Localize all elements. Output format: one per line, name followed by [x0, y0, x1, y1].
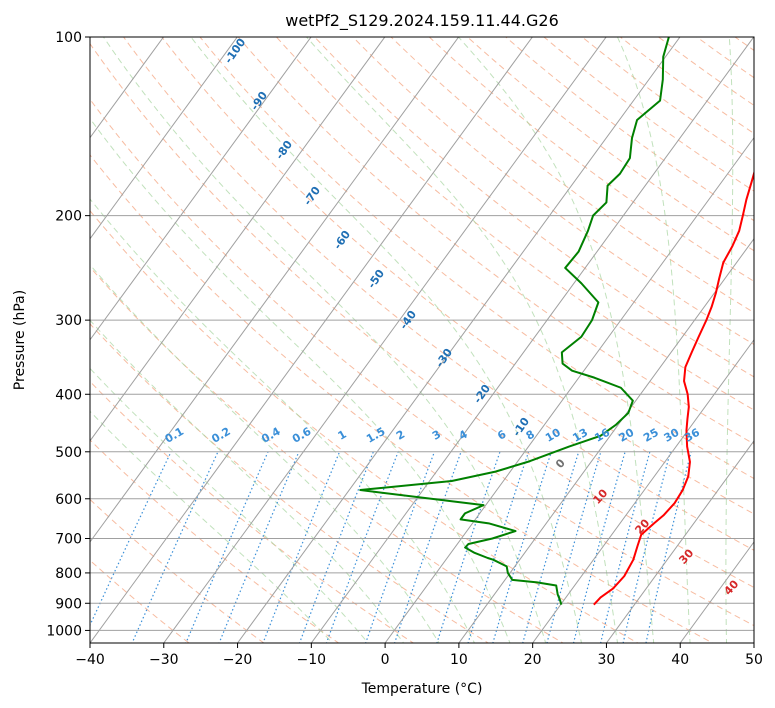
isotherm-line — [90, 37, 460, 543]
x-tick-label: −10 — [297, 652, 327, 668]
moist-adiabat-line — [90, 410, 334, 643]
x-tick-label: −40 — [75, 652, 105, 668]
moist-adiabat-line — [90, 198, 476, 643]
y-axis-title: Pressure (hPa) — [12, 290, 28, 390]
x-tick-label: −30 — [149, 652, 179, 668]
dry-adiabat-line — [161, 37, 754, 515]
grid-layer — [90, 37, 754, 643]
dry-adiabat-line — [275, 37, 754, 411]
axis-layer: −40 −30 −20 −10 0 10 20 30 40 50 100 200 300 400 500 60… — [46, 30, 763, 668]
dry-adiabat-line — [90, 42, 754, 589]
dewpoint-profile-line — [359, 37, 670, 605]
y-tick-label: 600 — [55, 492, 82, 508]
x-tick-label: 10 — [450, 652, 468, 668]
isotherm-line — [90, 37, 386, 442]
x-tick-label: 0 — [381, 652, 390, 668]
dry-adiabat-line — [90, 266, 565, 643]
moist-adiabat-line — [725, 37, 734, 643]
moist-adiabat-line — [90, 117, 511, 643]
dry-adiabat-line — [90, 498, 265, 643]
moist-adiabat-line — [90, 264, 440, 643]
temperature-profile-line — [593, 169, 754, 606]
x-axis-title: Temperature (°C) — [361, 681, 483, 697]
dry-adiabat-line — [199, 37, 754, 480]
isotherm-line — [90, 37, 238, 240]
dry-adiabat-line — [90, 98, 754, 627]
isotherm-line — [90, 37, 533, 643]
isotherm-line — [90, 37, 165, 139]
dry-adiabat-line — [237, 37, 754, 445]
chart-title: wetPf2_S129.2024.159.11.44.G26 — [285, 11, 559, 31]
y-tick-label: 1000 — [46, 623, 82, 639]
x-tick-label: 30 — [598, 652, 616, 668]
isotherm-line — [163, 37, 607, 643]
isotherm-line — [384, 136, 754, 643]
y-tick-label: 500 — [55, 445, 82, 461]
y-tick-label: 200 — [55, 209, 82, 225]
moist-adiabat-line — [103, 37, 547, 643]
dry-adiabat-line — [90, 210, 639, 643]
dry-adiabat-line — [90, 323, 490, 643]
series-layer — [359, 37, 754, 606]
moist-adiabat-line — [306, 37, 619, 643]
moist-adiabat-line — [617, 37, 691, 643]
dry-adiabat-line — [122, 37, 754, 551]
dry-adiabat-line — [90, 154, 714, 643]
isotherm-line — [236, 37, 681, 643]
y-tick-label: 100 — [55, 30, 82, 46]
plot-frame — [89, 36, 755, 644]
dry-adiabat-line — [90, 439, 340, 643]
moist-adiabat-line — [458, 37, 655, 643]
dry-adiabat-line — [390, 37, 754, 314]
isotherm-line — [90, 37, 312, 341]
y-tick-label: 700 — [55, 532, 82, 548]
y-tick-label: 900 — [55, 596, 82, 612]
y-tick-label: 300 — [55, 313, 82, 329]
isotherm-line — [679, 541, 754, 643]
x-tick-label: 40 — [671, 652, 689, 668]
dry-adiabat-line — [352, 37, 754, 345]
isotherm-line — [458, 237, 754, 643]
isotherm-line — [310, 37, 754, 643]
isotherm-line — [605, 440, 754, 643]
y-tick-label: 800 — [55, 566, 82, 582]
x-tick-label: −20 — [223, 652, 253, 668]
x-tick-label: 50 — [745, 652, 763, 668]
y-tick-label: 400 — [55, 387, 82, 403]
moist-adiabat-line — [90, 319, 405, 643]
isotherm-line — [532, 338, 754, 643]
moist-adiabat-line — [90, 367, 369, 643]
x-tick-label: 20 — [524, 652, 542, 668]
